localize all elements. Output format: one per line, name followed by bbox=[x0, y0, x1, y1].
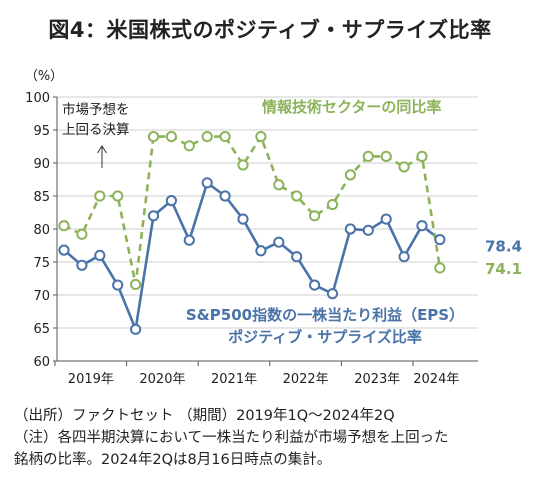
it-data-point bbox=[165, 131, 177, 143]
it-data-point bbox=[130, 278, 142, 291]
eps-data-point bbox=[147, 210, 160, 222]
eps-data-point bbox=[130, 323, 142, 335]
it-data-point bbox=[416, 150, 428, 162]
eps-data-point bbox=[434, 233, 446, 246]
annotation-line2: 上回る決算 bbox=[62, 122, 130, 138]
it-data-point bbox=[380, 150, 392, 162]
eps-data-point bbox=[112, 279, 124, 291]
eps-end-value-label: 78.4 bbox=[485, 238, 522, 256]
it-data-point bbox=[237, 159, 249, 171]
eps-data-point bbox=[326, 288, 339, 300]
annotation-arrow-head bbox=[97, 145, 107, 154]
y-tick-label: 75 bbox=[33, 256, 50, 271]
eps-data-point bbox=[94, 249, 106, 261]
x-tick-label: 2019年 bbox=[68, 372, 114, 387]
y-tick-label: 80 bbox=[33, 223, 50, 238]
y-tick-label: 90 bbox=[33, 157, 50, 172]
x-tick-label: 2020年 bbox=[139, 372, 185, 387]
x-tick-label: 2023年 bbox=[354, 372, 400, 387]
eps-series-label-line1: S&P500指数の一株当たり利益（EPS） bbox=[186, 306, 464, 324]
eps-data-point bbox=[76, 259, 88, 271]
eps-data-point bbox=[201, 177, 213, 189]
y-tick-label: 60 bbox=[33, 355, 50, 370]
eps-data-point bbox=[291, 251, 303, 263]
eps-data-point bbox=[219, 190, 231, 202]
y-tick-label: 70 bbox=[33, 289, 50, 304]
eps-data-point bbox=[165, 195, 177, 207]
it-data-point bbox=[183, 140, 195, 152]
it-data-point bbox=[326, 198, 339, 211]
it-data-point bbox=[219, 131, 231, 143]
eps-data-point bbox=[344, 223, 356, 235]
y-axis-label: （%） bbox=[25, 69, 63, 84]
it-data-point bbox=[291, 190, 303, 202]
chart-title: 図4：米国株式のポジティブ・サプライズ比率 bbox=[48, 18, 492, 42]
eps-data-point bbox=[416, 220, 428, 232]
note-definition: （注）各四半期決算において一株当たり利益が市場予想を上回った bbox=[14, 430, 449, 446]
x-tick-label: 2022年 bbox=[283, 372, 329, 387]
it-data-point bbox=[147, 131, 160, 143]
it-data-point bbox=[112, 190, 124, 202]
eps-series-label-line2: ポジティブ・サプライズ比率 bbox=[228, 328, 422, 346]
eps-data-point bbox=[183, 234, 195, 246]
x-tick-label: 2024年 bbox=[413, 372, 459, 387]
chart-notes: （出所）ファクトセット （期間）2019年1Q～2024年2Q （注）各四半期決… bbox=[14, 405, 534, 471]
it-data-point bbox=[255, 131, 267, 143]
eps-data-point bbox=[398, 251, 410, 263]
annotation-line1: 市場予想を bbox=[62, 101, 130, 118]
eps-data-point bbox=[58, 244, 70, 256]
eps-data-point bbox=[255, 245, 267, 257]
it-data-point bbox=[94, 190, 106, 202]
it-data-point bbox=[344, 169, 356, 181]
it-data-point bbox=[309, 210, 321, 222]
line-chart: （%） 60 65 70 75 80 85 90 95 100 2019年 2020年 2021年 202… bbox=[25, 69, 522, 387]
eps-data-point bbox=[309, 279, 321, 291]
eps-data-point bbox=[362, 224, 374, 236]
x-tick-label: 2021年 bbox=[211, 372, 257, 387]
it-data-point bbox=[76, 228, 88, 240]
eps-data-point bbox=[237, 213, 249, 225]
y-tick-label: 100 bbox=[25, 91, 50, 106]
it-data-point bbox=[58, 220, 70, 232]
note-source: （出所）ファクトセット （期間）2019年1Q～2024年2Q bbox=[14, 408, 395, 424]
it-end-value-label: 74.1 bbox=[485, 260, 522, 278]
it-data-point bbox=[201, 131, 213, 143]
it-data-point bbox=[273, 179, 285, 191]
it-series-label: 情報技術セクターの同比率 bbox=[262, 98, 441, 116]
series-eps-line bbox=[63, 181, 441, 331]
it-data-point bbox=[362, 150, 374, 162]
series-it-line bbox=[63, 135, 442, 286]
note-definition-cont: 銘柄の比率。2024年2Qは8月16日時点の集計。 bbox=[14, 452, 332, 468]
it-data-point bbox=[398, 161, 410, 173]
eps-data-point bbox=[380, 213, 392, 225]
y-tick-label: 85 bbox=[33, 190, 50, 205]
y-tick-label: 65 bbox=[33, 322, 50, 337]
y-tick-label: 95 bbox=[33, 124, 50, 139]
it-data-point bbox=[434, 262, 446, 274]
eps-data-point bbox=[273, 236, 285, 248]
